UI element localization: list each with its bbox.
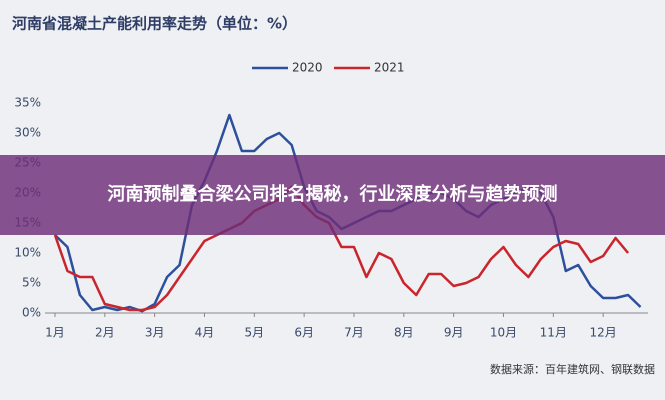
legend-label: 2021 <box>374 61 405 75</box>
series-line <box>53 185 630 312</box>
x-tick-label: 6月 <box>294 326 314 340</box>
chart-title: 河南省混凝土产能利用率走势（单位：%） <box>12 15 297 33</box>
x-tick-label: 4月 <box>195 326 215 340</box>
x-tick-label: 7月 <box>344 326 364 340</box>
y-tick-label: 5% <box>22 276 41 290</box>
y-tick-label: 10% <box>14 246 41 260</box>
banner: 河南预制叠合梁公司排名揭秘，行业深度分析与趋势预测 <box>0 155 665 235</box>
y-tick-label: 35% <box>14 96 41 110</box>
x-tick-label: 3月 <box>145 326 165 340</box>
x-tick-label: 10月 <box>490 326 517 340</box>
x-tick-label: 11月 <box>540 326 567 340</box>
y-tick-label: 30% <box>14 126 41 140</box>
x-tick-label: 8月 <box>394 326 414 340</box>
x-tick-label: 5月 <box>244 326 264 340</box>
x-tick-label: 12月 <box>590 326 617 340</box>
x-tick-label: 9月 <box>444 326 464 340</box>
y-tick-label: 0% <box>22 306 41 320</box>
x-tick-label: 2月 <box>95 326 115 340</box>
legend-label: 2020 <box>292 61 323 75</box>
x-tick-label: 1月 <box>45 326 65 340</box>
banner-text: 河南预制叠合梁公司排名揭秘，行业深度分析与趋势预测 <box>107 184 558 205</box>
source-note: 数据来源：百年建筑网、钢联数据 <box>490 362 655 376</box>
